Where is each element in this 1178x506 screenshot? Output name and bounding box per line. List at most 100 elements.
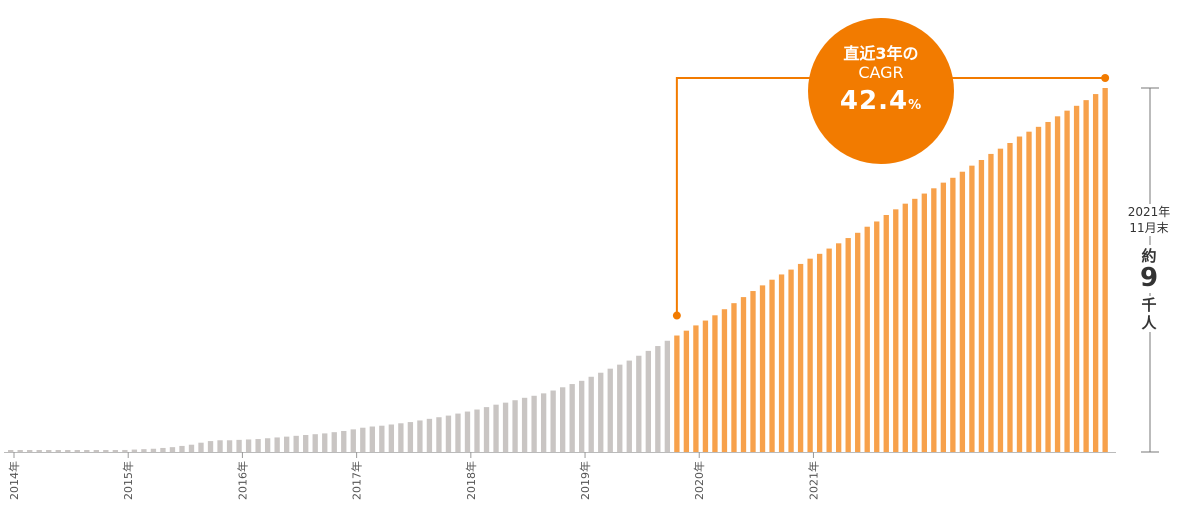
bar <box>645 350 651 452</box>
x-tick-label: 2016年 <box>235 461 249 500</box>
bar <box>293 435 299 452</box>
total-unit-line2: 人 <box>1141 314 1157 332</box>
bar <box>683 330 690 452</box>
bar <box>655 346 661 452</box>
bar <box>217 440 223 452</box>
x-tick-label: 2018年 <box>464 461 478 500</box>
bar <box>617 364 623 452</box>
cagr-unit: % <box>908 98 923 113</box>
cagr-bracket-line <box>675 77 1106 316</box>
bar <box>750 291 756 452</box>
bar <box>836 243 842 452</box>
total-unit-line1: 千 <box>1141 296 1157 314</box>
cagr-bubble: 直近3年の CAGR 42.4% <box>808 18 954 164</box>
bar <box>712 315 718 452</box>
cagr-bracket <box>672 74 1110 320</box>
total-value: 9 <box>1119 263 1178 293</box>
bar <box>150 448 157 452</box>
total-date-line1: 2021年 <box>1127 205 1171 219</box>
bar <box>864 226 870 452</box>
bar <box>978 159 985 453</box>
cagr-value: 42.4 <box>839 86 909 116</box>
bar <box>84 450 90 452</box>
cagr-value-row: 42.4% <box>808 86 954 116</box>
bar <box>664 340 671 452</box>
cagr-end-dot <box>1101 74 1110 82</box>
bar <box>131 449 138 452</box>
bar <box>464 411 471 452</box>
bar <box>912 198 918 452</box>
bar <box>950 177 956 453</box>
cagr-label-line2: CAGR <box>858 63 904 82</box>
bar <box>36 450 42 452</box>
bar <box>436 417 442 452</box>
bar <box>274 437 280 452</box>
bars <box>8 88 1108 453</box>
bar <box>341 430 347 452</box>
bar <box>598 372 604 452</box>
bar <box>521 397 528 452</box>
bar <box>740 297 747 452</box>
bar <box>379 425 385 452</box>
bar <box>198 442 204 452</box>
bar <box>226 440 233 452</box>
bar <box>17 450 23 452</box>
bar <box>417 420 423 452</box>
bar <box>788 269 794 452</box>
bar <box>969 165 975 452</box>
bar <box>1045 121 1051 452</box>
bar <box>1092 94 1099 452</box>
bar <box>931 188 937 453</box>
bar <box>721 309 728 452</box>
bar <box>141 449 147 452</box>
bar <box>1073 105 1080 453</box>
bar <box>1064 110 1070 453</box>
bar <box>940 182 947 452</box>
bar <box>997 148 1004 453</box>
bar <box>245 439 252 452</box>
bar <box>874 221 880 452</box>
bar <box>455 413 461 452</box>
bar <box>1054 116 1061 452</box>
bar <box>303 435 309 452</box>
bar <box>626 360 632 452</box>
bar <box>902 203 908 452</box>
bar <box>74 450 80 452</box>
bar <box>550 390 556 452</box>
bar <box>702 320 709 452</box>
bar <box>46 450 52 452</box>
bar <box>855 232 861 452</box>
bar <box>988 153 994 453</box>
bar <box>93 450 99 452</box>
bar <box>369 426 375 452</box>
x-tick-label: 2020年 <box>692 461 706 500</box>
bar <box>826 248 832 452</box>
bar <box>474 409 480 452</box>
bar <box>122 449 128 452</box>
bar <box>179 445 185 452</box>
bar <box>255 439 261 452</box>
cagr-start-dot <box>672 311 681 320</box>
bar <box>674 335 680 452</box>
bar <box>1083 100 1089 452</box>
bar <box>540 393 547 452</box>
bar <box>65 450 71 452</box>
bar <box>579 380 585 452</box>
bar <box>1035 126 1042 452</box>
bar <box>893 209 899 452</box>
bar <box>264 438 271 452</box>
bar <box>1026 131 1032 452</box>
bar <box>407 422 414 452</box>
bar <box>1007 143 1013 452</box>
bar <box>797 263 804 452</box>
x-tick-label: 2021年 <box>806 461 820 500</box>
bar <box>27 450 33 452</box>
bar <box>160 447 166 452</box>
bar <box>921 193 927 452</box>
bar <box>569 384 575 452</box>
bar <box>807 258 813 452</box>
bar <box>607 368 613 452</box>
bar <box>1102 88 1108 452</box>
bar <box>284 436 290 452</box>
